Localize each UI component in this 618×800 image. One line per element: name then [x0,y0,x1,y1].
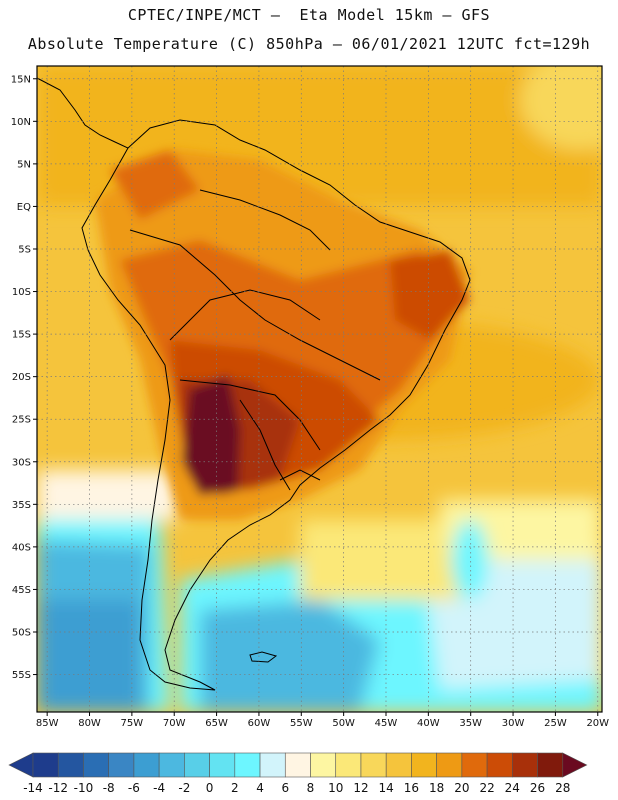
colorbar-label: 4 [256,781,264,795]
lon-tick-label: 75W [121,718,144,729]
map-frame [36,65,603,713]
lon-tick-label: 25W [544,718,567,729]
lat-tick-label: 35S [12,500,31,511]
lon-tick-label: 80W [78,718,101,729]
colorbar-label: 28 [555,781,570,795]
colorbar-box [83,752,109,778]
colorbar-label: 2 [231,781,239,795]
lon-tick-label: 55W [290,718,313,729]
colorbar-label: -8 [103,781,115,795]
colorbar-box [537,752,564,778]
colorbar-box [57,752,84,778]
lon-tick-label: 20W [586,718,609,729]
colorbar-label: 0 [206,781,214,795]
colorbar-box [512,752,538,778]
colorbar-label: -4 [153,781,165,795]
lon-tick-label: 70W [163,718,186,729]
lat-tick-label: 10S [12,287,31,298]
colorbar-box [209,752,236,778]
colorbar-label: -2 [178,781,190,795]
colorbar-label: 10 [328,781,343,795]
colorbar-box [335,752,362,778]
colorbar-box [461,752,488,778]
coastline-borders [37,77,471,691]
lat-tick-label: 5N [17,159,31,170]
lon-tick-label: 40W [417,718,440,729]
lat-tick-label: 30S [12,457,31,468]
colorbar-box [158,752,185,778]
colorbar-label: 12 [353,781,368,795]
colorbar-arrow-high [562,752,588,778]
colorbar-box [436,752,463,778]
colorbar-label: 22 [479,781,494,795]
chart-title-line2: Absolute Temperature (C) 850hPa – 06/01/… [27,35,591,53]
colorbar-box [284,752,311,778]
colorbar-label: 6 [281,781,289,795]
lon-tick-label: 50W [332,718,355,729]
colorbar-label: 26 [530,781,545,795]
chart-title-line1: CPTEC/INPE/MCT – Eta Model 15km – GFS [127,6,491,24]
colorbar-box [360,752,387,778]
colorbar-label: -12 [48,781,68,795]
lat-tick-label: 20S [12,372,31,383]
colorbar-label: 18 [429,781,444,795]
lon-tick-label: 45W [375,718,398,729]
colorbar-label: 14 [379,781,394,795]
lat-tick-label: 50S [12,627,31,638]
colorbar-label: -10 [74,781,94,795]
latitude-axis: 15N 10N 5N EQ 5S 10S 15S 20S 25S 30S 35S 40S 45S 50S 5… [11,74,37,681]
lon-tick-label: 85W [36,718,59,729]
colorbar-arrow-low [8,752,34,778]
colorbar-box [234,752,261,778]
lon-tick-label: 60W [248,718,271,729]
lat-tick-label: 55S [12,670,31,681]
lat-tick-label: 40S [12,542,31,553]
lat-tick-label: 15S [12,330,31,341]
longitude-axis: 85W 80W 75W 70W 65W 60W 55W 50W 45W 40W 35W 30W 25W 2… [36,712,609,729]
colorbar-box [32,752,59,778]
colorbar-label: 20 [454,781,469,795]
colorbar-box [259,752,286,778]
colorbar-label: 16 [404,781,419,795]
colorbar-box [411,752,437,778]
lat-tick-label: 15N [11,74,31,85]
lon-tick-label: 30W [502,718,525,729]
lat-tick-label: EQ [17,202,31,213]
lat-tick-label: 25S [12,415,31,426]
colorbar-box [486,752,513,778]
colorbar-box [184,752,210,778]
lat-tick-label: 10N [11,117,31,128]
colorbar-box [108,752,135,778]
lat-tick-label: 5S [18,244,31,255]
colorbar-label: -14 [23,781,43,795]
colorbar-label: 8 [307,781,315,795]
colorbar-box [385,752,412,778]
colorbar-box [310,752,337,778]
lon-tick-label: 65W [205,718,228,729]
colorbar-box [133,752,160,778]
colorbar-label: -6 [128,781,140,795]
colorbar-label: 24 [505,781,520,795]
lat-tick-label: 45S [12,585,31,596]
lon-tick-label: 35W [459,718,482,729]
